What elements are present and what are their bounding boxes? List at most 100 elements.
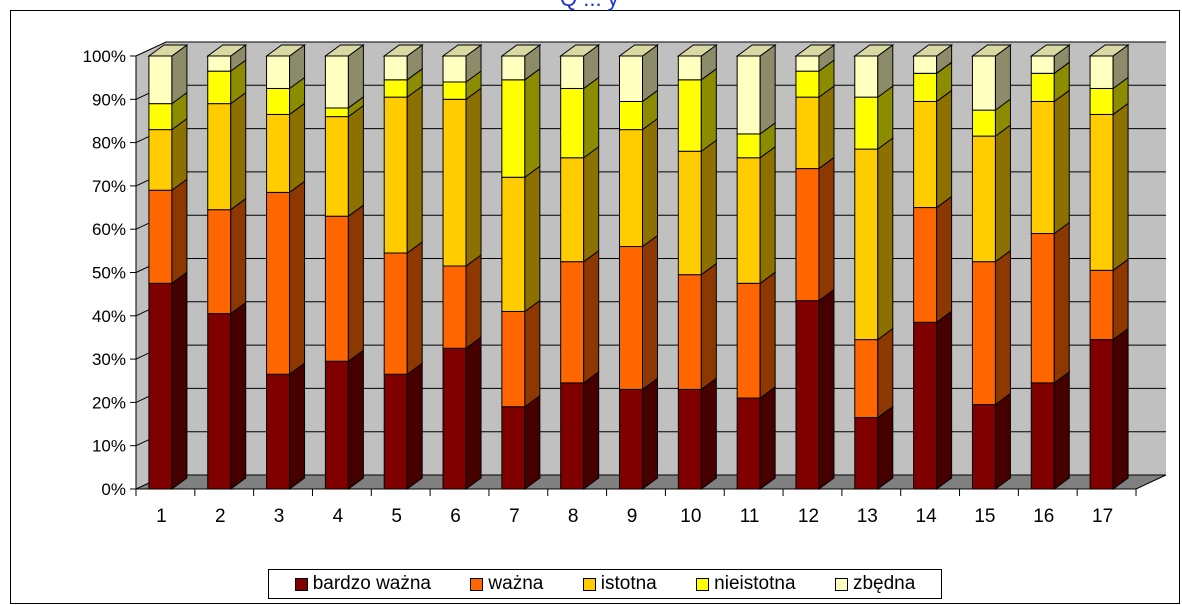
legend-label-istotna: istotna	[600, 573, 657, 594]
bar-segment-side	[406, 85, 423, 255]
bar-segment-front	[207, 70, 232, 105]
bar-segment-front	[442, 81, 467, 100]
x-tick-label: 6	[450, 506, 461, 527]
bar-segment-side	[994, 249, 1011, 406]
x-tick-label: 4	[333, 506, 344, 527]
bar-segment-front	[207, 209, 232, 315]
bar-segment-side	[406, 362, 423, 490]
bar-segment-front	[795, 70, 820, 98]
bar-segment-front	[1030, 55, 1055, 74]
bar-top	[323, 44, 365, 57]
x-tick-label: 2	[215, 506, 226, 527]
bar-segment-side	[524, 299, 541, 408]
bar-top	[559, 44, 601, 57]
bar-segment-side	[230, 91, 247, 211]
bar-segment-front	[324, 360, 349, 490]
y-tick-label: 20%	[92, 393, 126, 412]
bar-segment-side	[289, 102, 306, 194]
bar-segment-side	[700, 67, 717, 153]
bar-top	[970, 44, 1012, 57]
bar-segment-front	[1089, 113, 1114, 271]
bar-segment-front	[1089, 87, 1114, 115]
bar-segment-front	[383, 373, 408, 490]
y-tick-label: 10%	[92, 437, 126, 456]
bar-segment-front	[383, 55, 408, 81]
x-tick-label: 10	[680, 506, 701, 527]
bar-segment-front	[971, 261, 996, 406]
bar-segment-front	[854, 55, 879, 98]
bar-segment-side	[524, 67, 541, 179]
x-tick-label: 15	[974, 506, 995, 527]
bar-segment-front	[677, 55, 702, 81]
y-tick-label: 0%	[101, 480, 126, 499]
legend-item-bardzo-wazna: bardzo ważna	[294, 573, 431, 595]
y-tick-label: 30%	[92, 350, 126, 369]
bar-segment-side	[230, 197, 247, 315]
y-tick-label: 100%	[83, 47, 126, 66]
bar-segment-side	[1053, 370, 1070, 490]
bar-segment-front	[795, 300, 820, 490]
bar-segment-front	[501, 55, 526, 81]
bar-segment-front	[324, 107, 349, 118]
legend-label-nieistotna: nieistotna	[714, 573, 796, 594]
bar-segment-front	[148, 189, 173, 284]
chart-legend: bardzo ważna ważna istotna nieistotna zb…	[268, 569, 942, 599]
bar-segment-side	[171, 271, 188, 490]
x-tick-label: 8	[568, 506, 579, 527]
bar-segment-front	[207, 55, 232, 72]
bar-segment-side	[700, 139, 717, 276]
bar-segment-side	[877, 327, 894, 419]
bar-segment-side	[1053, 89, 1070, 235]
y-tick-label: 80%	[92, 134, 126, 153]
x-tick-label: 17	[1092, 506, 1113, 527]
bar-segment-front	[854, 339, 879, 419]
legend-swatch-istotna	[582, 577, 596, 591]
bar-top	[853, 44, 895, 57]
legend-label-zbedna: zbędna	[852, 573, 916, 594]
bar-segment-front	[266, 113, 291, 193]
chart-title-fragment: Q ... y	[560, 0, 619, 12]
legend-swatch-wazna	[470, 577, 484, 591]
bar-segment-front	[1030, 100, 1055, 235]
bar-segment-side	[583, 76, 600, 159]
x-tick-label: 12	[798, 506, 819, 527]
bar-segment-side	[936, 89, 953, 209]
bar-segment-side	[465, 336, 482, 490]
bar-segment-front	[971, 109, 996, 137]
bar-segment-side	[583, 249, 600, 384]
bar-segment-front	[677, 388, 702, 490]
bar-segment-side	[759, 44, 776, 135]
bar-segment-front	[1030, 382, 1055, 490]
bar-segment-front	[148, 55, 173, 105]
bar-segment-front	[795, 168, 820, 302]
bar-segment-front	[854, 96, 879, 150]
bar-segment-side	[759, 145, 776, 285]
x-tick-label: 1	[156, 506, 167, 527]
bar-segment-front	[736, 157, 761, 284]
bar-segment-side	[406, 241, 423, 376]
x-tick-label: 3	[274, 506, 285, 527]
bar-segment-front	[442, 98, 467, 267]
y-tick-label: 70%	[92, 177, 126, 196]
x-tick-label: 14	[916, 506, 938, 527]
bar-segment-front	[619, 55, 643, 102]
bar-segment-side	[936, 195, 953, 324]
y-tick-label: 40%	[92, 307, 126, 326]
bar-segment-side	[1112, 102, 1129, 272]
bar-segment-front	[1089, 55, 1114, 89]
bar-segment-front	[560, 87, 585, 159]
bar-segment-side	[818, 85, 835, 170]
bar-segment-front	[677, 79, 702, 152]
x-tick-label: 5	[391, 506, 402, 527]
bar-segment-side	[1053, 221, 1070, 384]
bar-segment-side	[759, 271, 776, 400]
legend-swatch-nieistotna	[696, 577, 710, 591]
bar-segment-side	[289, 180, 306, 376]
bar-segment-side	[465, 87, 482, 267]
bar-segment-front	[736, 397, 761, 490]
bar-top	[206, 44, 248, 57]
legend-item-wazna: ważna	[470, 573, 543, 595]
bar-segment-front	[854, 417, 879, 490]
bar-segment-front	[560, 157, 585, 263]
